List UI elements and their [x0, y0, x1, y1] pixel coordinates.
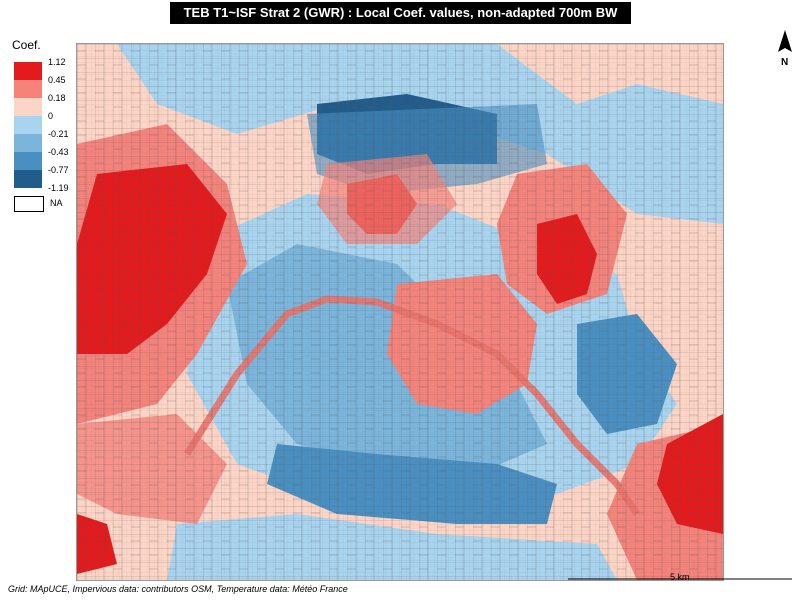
- legend-break-label: -0.77: [48, 165, 69, 175]
- north-arrow-icon: [778, 30, 792, 52]
- legend-break-label: -0.43: [48, 147, 69, 157]
- north-label: N: [781, 57, 789, 68]
- legend-swatch: [14, 152, 42, 170]
- legend-title: Coef.: [12, 38, 41, 52]
- legend-break-label: -1.19: [48, 183, 69, 193]
- scale-bar: [568, 578, 792, 580]
- legend-swatch: [14, 98, 42, 116]
- legend-swatch: [14, 62, 42, 80]
- map-title: TEB T1~ISF Strat 2 (GWR) : Local Coef. v…: [170, 2, 631, 24]
- legend-swatch: [14, 170, 42, 188]
- legend-break-label: 1.12: [48, 57, 66, 67]
- legend-break-label: 0.18: [48, 93, 66, 103]
- cell-grid-overlay-fine: [77, 44, 723, 580]
- map-legend: Coef. 1.12 0.45 0.18 0 -0.21 -0.43 -0.77 -1.19: [12, 38, 82, 193]
- legend-swatch: [14, 80, 42, 98]
- legend-swatch: [14, 116, 42, 134]
- legend-break-label: 0: [48, 111, 54, 121]
- legend-na-swatch: [14, 196, 44, 212]
- legend-na-label: NA: [50, 198, 63, 208]
- legend-break-label: -0.21: [48, 129, 69, 139]
- legend-swatch: [14, 134, 42, 152]
- scale-label: 5 km: [670, 572, 690, 582]
- legend-swatches: 1.12 0.45 0.18 0 -0.21 -0.43 -0.77 -1.19: [12, 57, 82, 193]
- choropleth-map: [76, 43, 724, 581]
- legend-break-label: 0.45: [48, 75, 66, 85]
- map-credits: Grid: MApUCE, Impervious data: contribut…: [8, 584, 348, 594]
